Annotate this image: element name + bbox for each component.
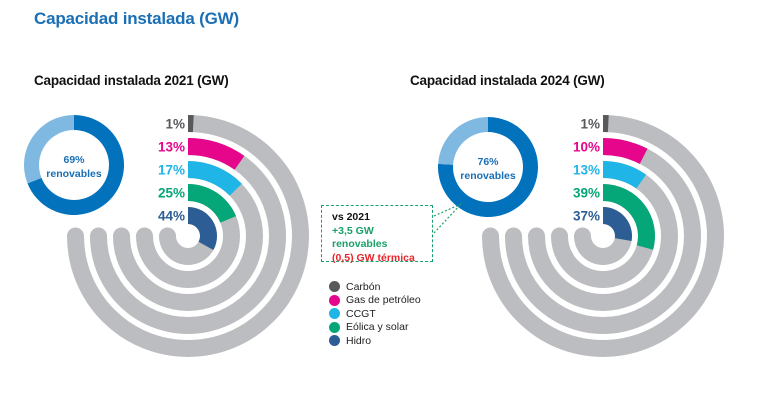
bar-petroleum-gas (603, 138, 648, 164)
legend-item-carbon: Carbón (329, 280, 421, 294)
bar-hydro (188, 207, 217, 250)
annotation-connector (433, 203, 462, 234)
pct-label-carbon: 1% (580, 117, 600, 132)
annotation-heading: vs 2021 (332, 211, 370, 223)
main-title: Capacidad instalada (GW) (34, 9, 239, 28)
legend-label: Gas de petróleo (346, 294, 421, 307)
pct-label-ccgt: 17% (158, 163, 185, 178)
donut-other-slice (23, 115, 75, 184)
pct-label-ccgt: 13% (573, 163, 600, 178)
connector-line-bottom (433, 203, 462, 234)
pct-label-hydro: 37% (573, 209, 600, 224)
pct-label-petroleum-gas: 13% (158, 140, 185, 155)
bar-wind-solar (188, 184, 237, 223)
track-ccgt (528, 161, 678, 311)
legend-label: Carbón (346, 280, 381, 293)
pct-label-hydro: 44% (158, 209, 185, 224)
pct-label-wind-solar: 39% (573, 186, 600, 201)
legend: Carbón Gas de petróleo CCGT Eólica y sol… (329, 280, 421, 348)
radial-chart-2021: 1% 13% 17% 25% 44% 69% renovables (23, 115, 309, 357)
donut-pct-label: 76% (477, 156, 499, 168)
pct-label-carbon: 1% (165, 117, 185, 132)
bar-ccgt (603, 161, 647, 189)
connector-line-top (433, 203, 462, 217)
legend-item-petroleum-gas: Gas de petróleo (329, 294, 421, 308)
pct-label-petroleum-gas: 10% (573, 140, 600, 155)
legend-label: Hidro (346, 334, 372, 347)
donut-pct-label: 69% (63, 154, 85, 166)
chart-2024-title: Capacidad instalada 2024 (GW) (410, 73, 605, 88)
donut-caption: renovables (460, 170, 516, 182)
legend-dot-hydro (329, 335, 340, 347)
bar-hydro (603, 207, 632, 241)
bar-petroleum-gas (188, 138, 245, 170)
legend-label: Eólica y solar (346, 321, 409, 334)
donut-renewables-slice (27, 115, 124, 215)
bar-carbon (188, 115, 194, 133)
donut-caption: renovables (46, 168, 102, 180)
annotation-thermal-change: (0,5) GW térmica (332, 251, 415, 264)
chart-2021-title: Capacidad instalada 2021 (GW) (34, 73, 229, 88)
legend-dot-wind-solar (329, 321, 340, 333)
legend-item-hydro: Hidro (329, 334, 421, 348)
bar-ccgt (188, 161, 242, 196)
radial-chart-2024: 1% 10% 13% 39% 37% 76% renovables (438, 115, 724, 357)
pct-label-wind-solar: 25% (158, 186, 185, 201)
legend-item-ccgt: CCGT (329, 307, 421, 321)
legend-label: CCGT (346, 307, 376, 320)
bar-wind-solar (603, 184, 655, 250)
legend-dot-petroleum-gas (329, 294, 340, 306)
bar-carbon (603, 115, 609, 133)
annotation-renewables-change: +3,5 GW renovables (332, 224, 388, 251)
legend-dot-ccgt (329, 308, 340, 320)
donut-renewables-slice (438, 117, 538, 217)
donut-other-slice (438, 117, 488, 165)
comparison-annotation: vs 2021 +3,5 GW renovables (0,5) GW térm… (321, 205, 433, 264)
legend-dot-carbon (329, 281, 340, 293)
legend-item-wind-solar: Eólica y solar (329, 321, 421, 335)
